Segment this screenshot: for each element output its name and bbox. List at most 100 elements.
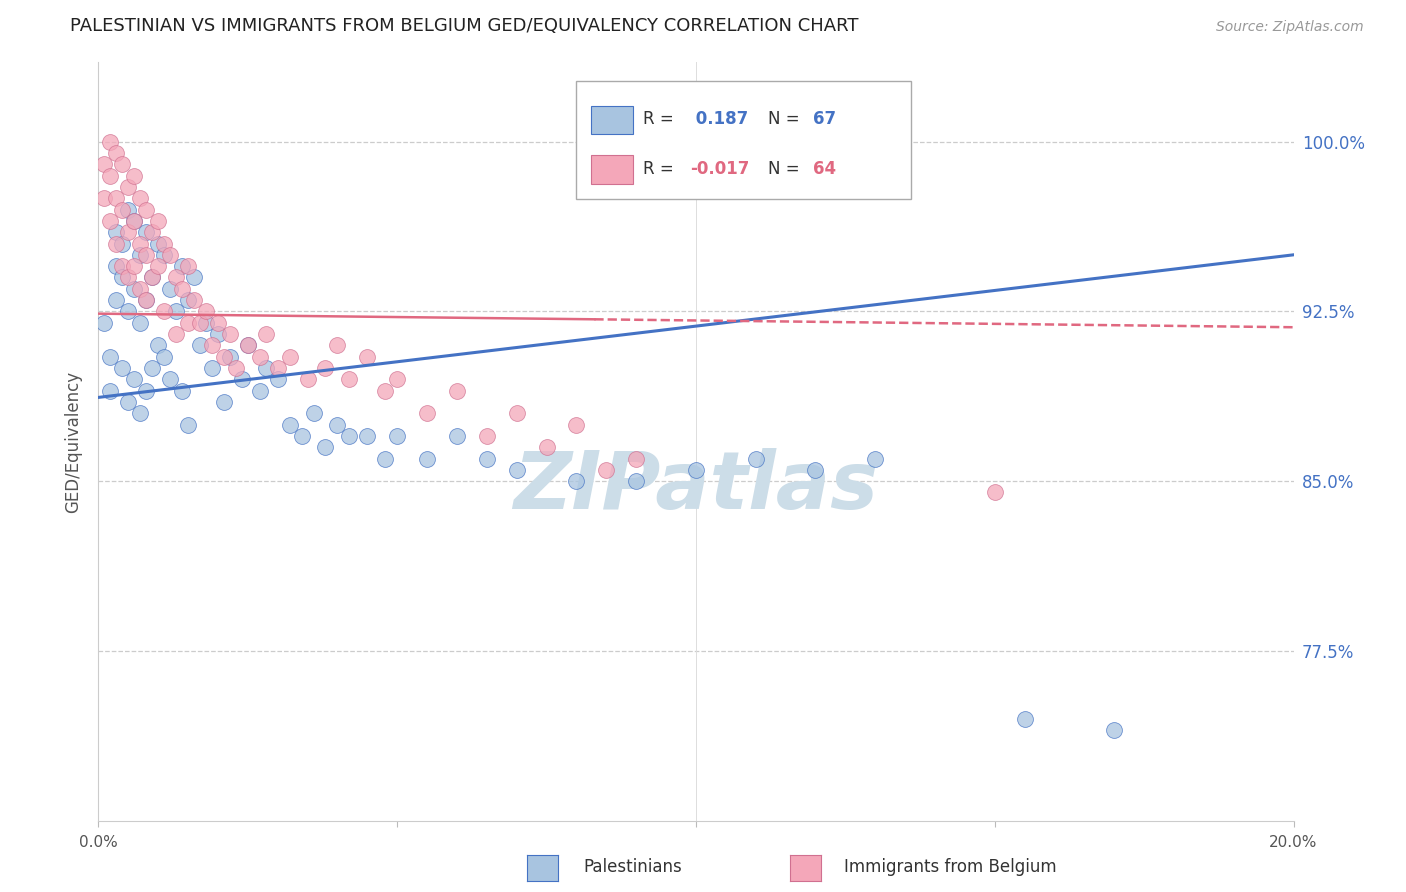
Point — [148, 236, 170, 251]
Point — [105, 191, 128, 205]
Point — [111, 259, 134, 273]
Point — [626, 474, 648, 488]
Text: 64: 64 — [813, 160, 837, 178]
Point — [1014, 712, 1036, 726]
Point — [278, 417, 301, 432]
Point — [105, 236, 128, 251]
Y-axis label: GED/Equivalency: GED/Equivalency — [65, 370, 83, 513]
Point — [135, 225, 157, 239]
Point — [565, 417, 588, 432]
Text: N =: N = — [768, 111, 804, 128]
Point — [475, 429, 498, 443]
Point — [339, 372, 361, 386]
Text: Source: ZipAtlas.com: Source: ZipAtlas.com — [1216, 21, 1364, 34]
Bar — [591, 155, 633, 184]
Point — [236, 338, 259, 352]
Point — [984, 485, 1007, 500]
Point — [117, 270, 139, 285]
Text: -0.017: -0.017 — [690, 160, 749, 178]
Text: 0.187: 0.187 — [690, 111, 748, 128]
Point — [124, 259, 146, 273]
Text: PALESTINIAN VS IMMIGRANTS FROM BELGIUM GED/EQUIVALENCY CORRELATION CHART: PALESTINIAN VS IMMIGRANTS FROM BELGIUM G… — [70, 17, 859, 35]
Point — [177, 316, 200, 330]
Point — [416, 406, 439, 420]
Point — [165, 326, 187, 341]
Point — [267, 361, 290, 376]
Point — [536, 440, 558, 454]
Point — [117, 395, 139, 409]
FancyBboxPatch shape — [576, 81, 911, 199]
Text: N =: N = — [768, 160, 804, 178]
Point — [385, 372, 409, 386]
Point — [153, 248, 176, 262]
Point — [135, 293, 157, 307]
Point — [129, 316, 152, 330]
Point — [506, 463, 529, 477]
Point — [201, 361, 224, 376]
Point — [148, 214, 170, 228]
Point — [326, 338, 349, 352]
Point — [135, 202, 157, 217]
Point — [297, 372, 319, 386]
Point — [506, 406, 529, 420]
Point — [249, 384, 271, 398]
Point — [129, 282, 152, 296]
Point — [93, 157, 115, 171]
Point — [124, 372, 146, 386]
Point — [98, 350, 122, 364]
Point — [446, 429, 468, 443]
Point — [141, 225, 163, 239]
Point — [105, 259, 128, 273]
Point — [1104, 723, 1126, 738]
Text: R =: R = — [644, 160, 679, 178]
Point — [356, 350, 378, 364]
Point — [278, 350, 301, 364]
Point — [172, 384, 194, 398]
Point — [98, 169, 122, 183]
Point — [385, 429, 409, 443]
Point — [117, 225, 139, 239]
Point — [165, 304, 187, 318]
Point — [177, 417, 200, 432]
Point — [685, 463, 707, 477]
Point — [117, 180, 139, 194]
Point — [159, 248, 181, 262]
Point — [595, 463, 617, 477]
Point — [105, 225, 128, 239]
Point — [111, 236, 134, 251]
Point — [291, 429, 314, 443]
Point — [183, 270, 205, 285]
Point — [129, 236, 152, 251]
Point — [475, 451, 498, 466]
Point — [165, 270, 187, 285]
Point — [153, 304, 176, 318]
Point — [626, 451, 648, 466]
Point — [254, 361, 277, 376]
Point — [219, 350, 242, 364]
Text: ZIPatlas: ZIPatlas — [513, 448, 879, 526]
Point — [446, 384, 468, 398]
Point — [207, 316, 229, 330]
Point — [231, 372, 253, 386]
Point — [302, 406, 325, 420]
Point — [267, 372, 290, 386]
Point — [225, 361, 247, 376]
Bar — [591, 105, 633, 135]
Point — [254, 326, 277, 341]
Point — [148, 338, 170, 352]
Text: Palestinians: Palestinians — [583, 858, 682, 876]
Point — [159, 282, 181, 296]
Point — [201, 338, 224, 352]
Point — [129, 191, 152, 205]
Point — [865, 451, 887, 466]
Point — [141, 270, 163, 285]
Point — [124, 214, 146, 228]
Point — [212, 350, 235, 364]
Point — [565, 474, 588, 488]
Point — [195, 304, 218, 318]
Point — [105, 145, 128, 160]
Point — [207, 326, 229, 341]
Text: 67: 67 — [813, 111, 837, 128]
Point — [315, 361, 337, 376]
Point — [356, 429, 378, 443]
